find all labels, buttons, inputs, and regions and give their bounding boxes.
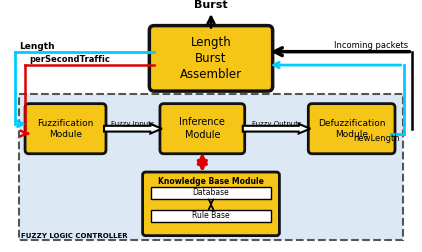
Text: Fuzzy Inputs: Fuzzy Inputs — [111, 121, 155, 127]
Text: Defuzzification
Module: Defuzzification Module — [318, 119, 385, 139]
FancyBboxPatch shape — [151, 187, 271, 199]
Text: newLength: newLength — [353, 135, 400, 143]
Text: Burst: Burst — [194, 0, 228, 10]
FancyBboxPatch shape — [25, 104, 106, 154]
Text: FUZZY LOGIC CONTROLLER: FUZZY LOGIC CONTROLLER — [21, 233, 128, 238]
Text: Length: Length — [19, 42, 55, 51]
Text: Knowledge Base Module: Knowledge Base Module — [158, 177, 264, 186]
Text: Rule Base: Rule Base — [192, 211, 230, 220]
FancyBboxPatch shape — [308, 104, 395, 154]
FancyBboxPatch shape — [160, 104, 245, 154]
Text: perSecondTraffic: perSecondTraffic — [29, 55, 110, 64]
FancyBboxPatch shape — [19, 94, 403, 240]
FancyBboxPatch shape — [143, 172, 279, 236]
Text: Inference
Module: Inference Module — [179, 117, 225, 140]
Polygon shape — [243, 124, 310, 134]
Text: Fuzzy Outputs: Fuzzy Outputs — [252, 121, 301, 127]
Text: Length
Burst
Assembler: Length Burst Assembler — [180, 36, 242, 81]
Text: Incoming packets: Incoming packets — [334, 41, 408, 50]
Polygon shape — [104, 124, 162, 134]
Text: Fuzzification
Module: Fuzzification Module — [37, 119, 94, 139]
FancyBboxPatch shape — [151, 210, 271, 222]
Text: Database: Database — [192, 188, 230, 197]
FancyBboxPatch shape — [149, 26, 273, 91]
